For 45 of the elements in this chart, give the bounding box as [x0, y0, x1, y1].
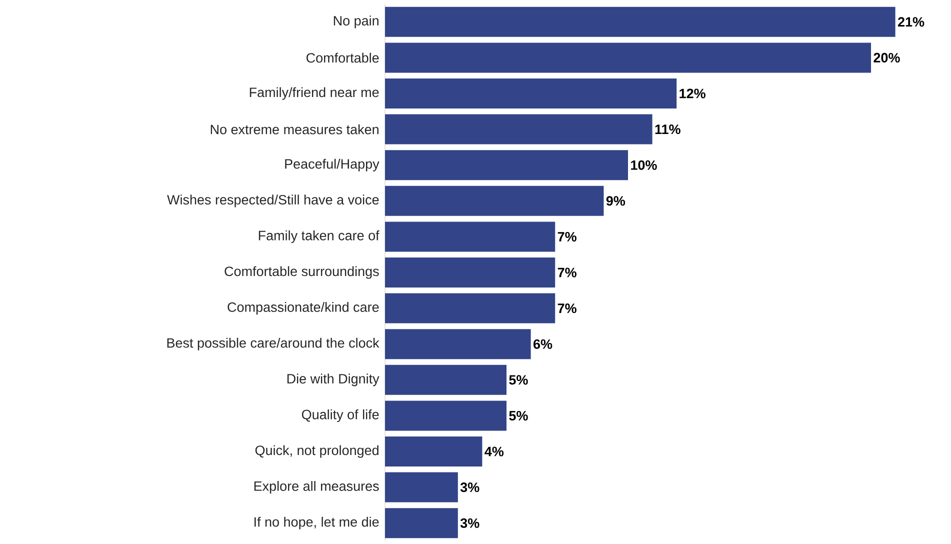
bar	[385, 222, 556, 252]
bar	[385, 186, 604, 216]
bar	[385, 258, 556, 288]
y-tick-label: Compassionate/kind care	[228, 302, 379, 315]
data-label: 6%	[534, 339, 552, 349]
data-label: 21%	[898, 17, 924, 27]
data-label: 4%	[484, 446, 504, 456]
y-tick-label: Comfortable	[306, 52, 379, 63]
y-tick-label: Quick, not prolonged	[255, 445, 378, 458]
y-tick-label: Comfortable surroundings	[224, 266, 379, 279]
bar	[385, 42, 872, 73]
y-tick-label: No pain	[334, 16, 378, 28]
data-label: 11%	[655, 124, 680, 134]
bar	[385, 78, 677, 109]
y-tick-label: Peaceful/Happy	[285, 158, 380, 172]
bar	[385, 508, 458, 538]
data-label: 7%	[558, 268, 576, 278]
data-label: 10%	[631, 160, 657, 170]
data-label: 3%	[460, 482, 480, 492]
data-label: 5%	[509, 375, 528, 385]
bar	[385, 364, 507, 395]
y-tick-label: Explore all measures	[254, 481, 379, 494]
data-label: 7%	[558, 232, 576, 242]
y-tick-label: Die with Dignity	[287, 374, 380, 386]
bar	[385, 329, 531, 360]
bar	[385, 436, 482, 467]
bar	[385, 400, 507, 431]
data-label: 9%	[606, 196, 626, 206]
y-tick-label: Family taken care of	[258, 230, 380, 243]
bar	[385, 472, 458, 502]
y-tick-label: Family/friend near me	[250, 87, 379, 100]
y-tick-label: No extreme measures taken	[210, 124, 378, 134]
bar	[385, 114, 652, 144]
data-label: 3%	[460, 518, 480, 528]
y-tick-label: If no hope, let me die	[254, 516, 379, 530]
bar	[385, 6, 896, 37]
y-tick-label: Best possible care/around the clock	[167, 338, 380, 350]
y-tick-label: Wishes respected/Still have a voice	[167, 194, 379, 208]
bar	[385, 150, 628, 180]
bar	[385, 293, 556, 324]
data-label: 5%	[509, 410, 528, 420]
data-label: 20%	[874, 52, 900, 62]
data-label: 12%	[680, 88, 706, 98]
data-label: 7%	[558, 304, 576, 314]
y-tick-label: Quality of life	[302, 409, 379, 422]
